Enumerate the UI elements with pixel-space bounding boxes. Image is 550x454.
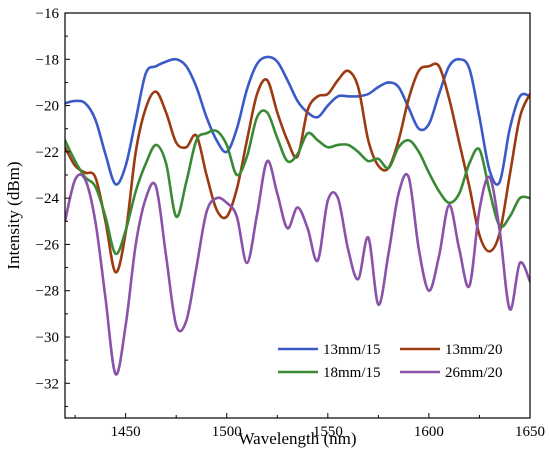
- y-tick-label: −18: [36, 52, 59, 68]
- y-tick-label: −26: [36, 237, 60, 253]
- axis-ticks: 1450 1500 1550 1600 1650 −16 −18 −20 −22 −24 −26 −2…: [36, 6, 545, 440]
- plot-frame: [64, 12, 531, 419]
- legend-label: 13mm/20: [445, 342, 503, 358]
- legend-label: 13mm/15: [323, 342, 381, 358]
- y-tick-label: −28: [36, 284, 59, 300]
- x-tick-label: 1650: [515, 424, 545, 440]
- series-layer: [65, 55, 530, 376]
- series-line-13mm-15: [65, 55, 530, 186]
- series-line-13mm-20: [65, 62, 530, 274]
- series-line-18mm-15: [65, 109, 530, 256]
- legend-label: 18mm/15: [323, 365, 381, 381]
- y-axis-label: Intensity (dBm): [4, 161, 23, 269]
- y-tick-label: −20: [36, 99, 59, 115]
- x-tick-label: 1600: [414, 424, 444, 440]
- series-line-26mm-20: [65, 159, 530, 376]
- x-tick-label: 1450: [111, 424, 141, 440]
- y-tick-label: −24: [36, 191, 60, 207]
- x-tick-label: 1550: [313, 424, 343, 440]
- x-tick-label: 1500: [212, 424, 242, 440]
- y-tick-label: −16: [36, 6, 60, 22]
- y-tick-label: −32: [36, 376, 59, 392]
- x-axis-label: Wavelength (nm): [238, 429, 356, 448]
- legend: 13mm/15 13mm/20 18mm/15 26mm/20: [278, 342, 503, 381]
- y-tick-label: −30: [36, 330, 59, 346]
- legend-label: 26mm/20: [445, 365, 503, 381]
- y-tick-label: −22: [36, 145, 59, 161]
